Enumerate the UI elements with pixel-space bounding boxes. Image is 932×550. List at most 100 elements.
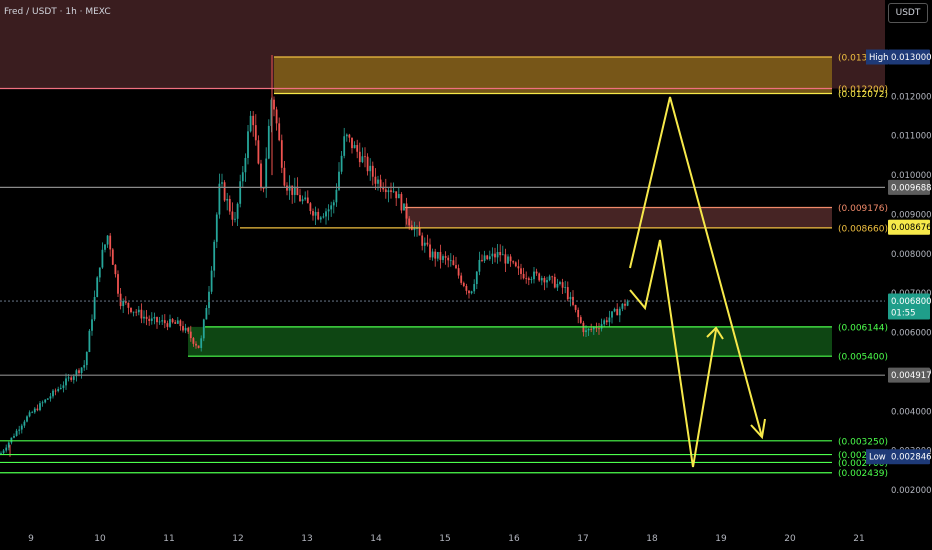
candle-body (579, 317, 582, 323)
candle-body (509, 256, 512, 262)
price-tag-badge-label: Low (869, 453, 886, 463)
x-tick-label: 15 (439, 534, 450, 544)
candle-body (317, 211, 320, 220)
candle-body (504, 254, 507, 264)
candle-body (481, 259, 483, 261)
candle-body (533, 271, 535, 280)
candle-body (41, 402, 44, 404)
candle-body (171, 319, 174, 323)
candle-body (93, 297, 96, 320)
candle-body (218, 183, 221, 215)
candle-body (605, 320, 608, 323)
supply-zone (274, 57, 832, 94)
candle-body (418, 228, 421, 236)
price-tag-badge-label: High (869, 53, 889, 63)
x-tick-label: 10 (94, 534, 106, 544)
demand-zone (188, 326, 832, 357)
candle-body (382, 187, 385, 190)
candle-body (494, 253, 496, 258)
candle-body (31, 412, 34, 414)
candle-body (267, 125, 270, 159)
level-label: (0.012200) (838, 85, 888, 95)
candle-body (457, 268, 460, 276)
x-tick-label: 13 (301, 534, 312, 544)
candle-body (174, 322, 177, 324)
y-tick-label: 0.008000 (891, 250, 932, 260)
candle-body (416, 228, 418, 229)
candle-body (241, 172, 244, 182)
currency-button[interactable]: USDT (888, 3, 928, 23)
projection-path-1 (629, 239, 717, 468)
price-tag (888, 49, 930, 65)
level-label: (0.002900) (838, 451, 888, 461)
candle-body (434, 251, 437, 259)
x-tick-label: 16 (508, 534, 520, 544)
candle-body (374, 176, 377, 184)
price-tag-badge (866, 49, 888, 65)
currency-label: USDT (895, 8, 921, 18)
candle-body (553, 276, 556, 288)
candle-body (431, 251, 434, 258)
arrow-head-down (750, 418, 766, 440)
candle-body (444, 256, 447, 258)
x-tick-label: 11 (163, 534, 174, 544)
candle-body (499, 251, 502, 256)
candle-body (330, 205, 333, 210)
candle-body (556, 283, 559, 288)
candle-body (39, 403, 41, 411)
candle-body (80, 367, 83, 373)
candle-body (587, 329, 590, 331)
candle-body (265, 158, 268, 189)
projection-path-0 (629, 96, 763, 438)
candle-body (117, 274, 119, 294)
candle-body (327, 209, 330, 212)
candle-body (78, 370, 80, 373)
candle-body (156, 317, 158, 323)
x-tick-label: 21 (853, 534, 864, 544)
candle-body (150, 318, 153, 321)
candle-body (478, 259, 481, 272)
candle-body (520, 268, 522, 274)
candle-body (44, 399, 47, 403)
candle-body (322, 216, 325, 218)
time-axis: 9 10 11 12 13 14 15 16 17 18 19 20 21 (28, 534, 865, 544)
level-label: (0.005400) (838, 353, 888, 363)
candle-body (371, 165, 374, 177)
candle-body (122, 300, 125, 307)
candle-body (538, 273, 541, 281)
arrow-head-up (706, 326, 724, 340)
candle-body (119, 293, 122, 307)
price-tag-label: 0.009688 (891, 183, 932, 193)
candle-body (449, 260, 452, 262)
price-axis: 0.013000 0.012000 0.011000 0.010000 0.009000… (838, 49, 932, 496)
candle-body (52, 390, 54, 397)
candle-body (62, 385, 65, 388)
candle-body (182, 326, 184, 331)
levels-layer (0, 56, 885, 474)
background-layer (0, 0, 885, 357)
candles-layer (0, 55, 629, 457)
candle-body (369, 165, 372, 172)
candle-body (158, 321, 161, 323)
candle-body (626, 301, 629, 306)
candle-body (114, 264, 117, 275)
candle-body (592, 327, 595, 330)
price-tag-label: 0.008676 (891, 223, 932, 233)
level-label: (0.006144) (838, 323, 888, 333)
candle-body (618, 308, 621, 316)
candle-body (436, 251, 439, 259)
price-tag-label: 0.002846 (891, 453, 932, 463)
candle-body (104, 244, 106, 250)
candle-body (260, 163, 262, 189)
candle-body (595, 327, 598, 329)
candle-body (442, 256, 444, 260)
x-tick-label: 14 (370, 534, 382, 544)
candle-body (7, 442, 10, 448)
y-tick-label: 0.002000 (891, 486, 932, 496)
x-tick-label: 12 (232, 534, 243, 544)
x-tick-label: 18 (646, 534, 658, 544)
candle-body (312, 211, 314, 216)
candle-body (501, 254, 504, 256)
